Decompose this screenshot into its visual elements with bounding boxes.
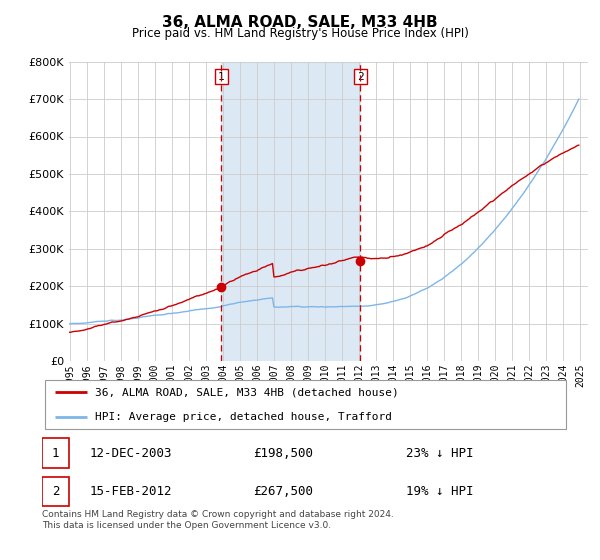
Text: 1: 1 bbox=[52, 446, 59, 460]
Bar bbox=[221, 62, 361, 361]
Text: 15-FEB-2012: 15-FEB-2012 bbox=[89, 484, 172, 498]
Text: Contains HM Land Registry data © Crown copyright and database right 2024.
This d: Contains HM Land Registry data © Crown c… bbox=[42, 510, 394, 530]
Text: Price paid vs. HM Land Registry's House Price Index (HPI): Price paid vs. HM Land Registry's House … bbox=[131, 27, 469, 40]
Text: 12-DEC-2003: 12-DEC-2003 bbox=[89, 446, 172, 460]
Text: 23% ↓ HPI: 23% ↓ HPI bbox=[406, 446, 474, 460]
Text: 36, ALMA ROAD, SALE, M33 4HB (detached house): 36, ALMA ROAD, SALE, M33 4HB (detached h… bbox=[95, 388, 398, 398]
Text: 2: 2 bbox=[52, 484, 59, 498]
FancyBboxPatch shape bbox=[42, 438, 70, 468]
Text: 36, ALMA ROAD, SALE, M33 4HB: 36, ALMA ROAD, SALE, M33 4HB bbox=[162, 15, 438, 30]
Text: £267,500: £267,500 bbox=[253, 484, 313, 498]
FancyBboxPatch shape bbox=[42, 477, 70, 506]
Text: HPI: Average price, detached house, Trafford: HPI: Average price, detached house, Traf… bbox=[95, 412, 392, 422]
Text: £198,500: £198,500 bbox=[253, 446, 313, 460]
FancyBboxPatch shape bbox=[44, 380, 566, 429]
Text: 19% ↓ HPI: 19% ↓ HPI bbox=[406, 484, 474, 498]
Text: 1: 1 bbox=[218, 72, 225, 82]
Text: 2: 2 bbox=[357, 72, 364, 82]
